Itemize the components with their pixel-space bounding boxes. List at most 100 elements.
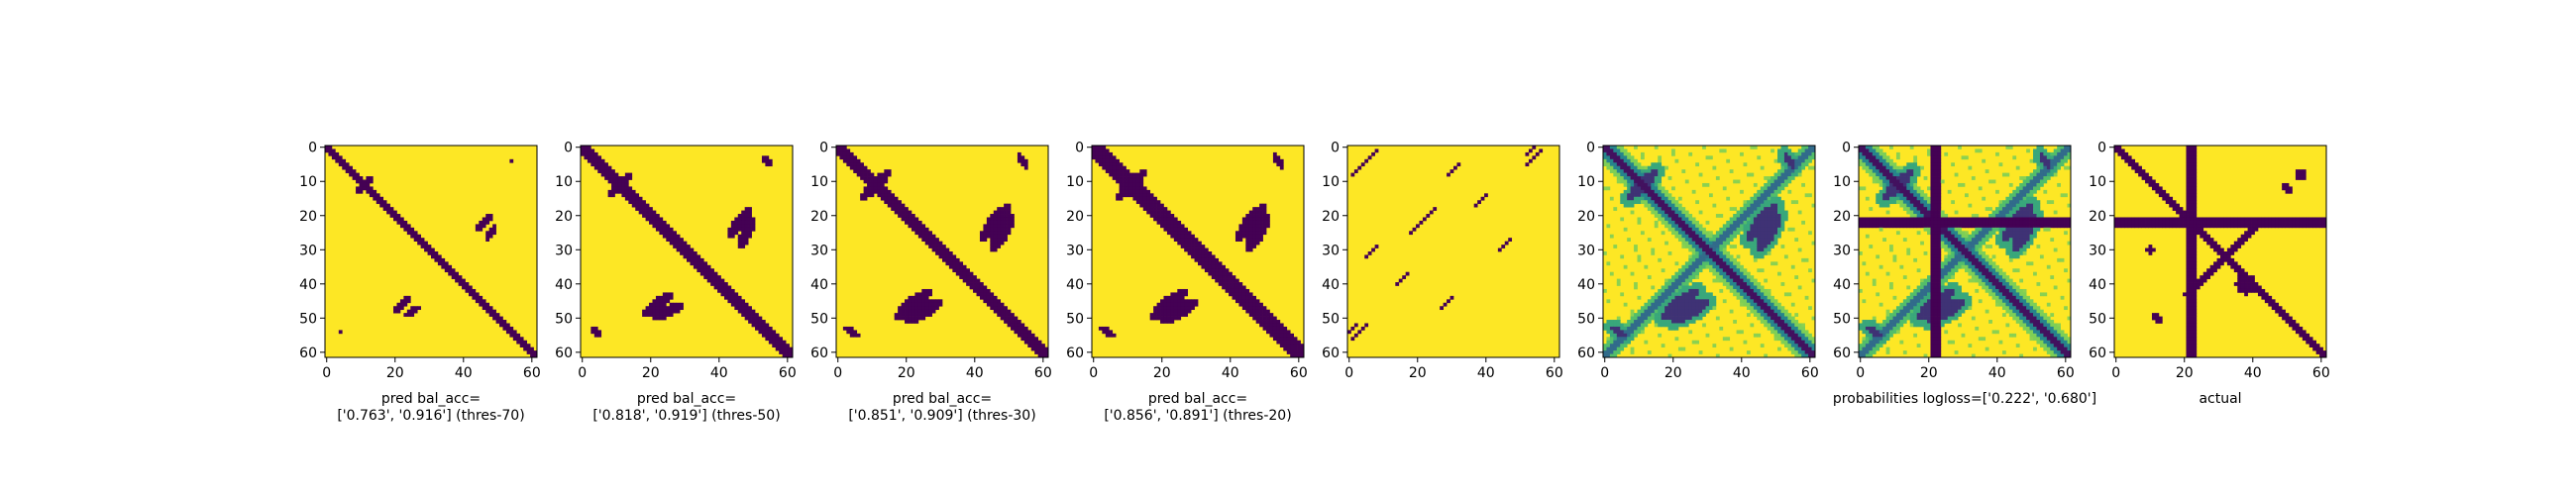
heatmap-cell	[1916, 268, 1921, 273]
heatmap-cell	[1661, 288, 1665, 293]
heatmap-cell	[1878, 176, 1883, 180]
heatmap-cell	[1764, 288, 1769, 293]
heatmap-cell	[492, 227, 496, 232]
heatmap-cell	[1146, 200, 1151, 205]
heatmap-cell	[1777, 313, 1781, 317]
heatmap-cell	[1681, 214, 1686, 218]
x-axis-label: pred bal_acc=	[1148, 391, 1247, 407]
heatmap-cell	[1715, 264, 1720, 269]
heatmap-cell	[1958, 285, 1962, 290]
heatmap-cell	[1811, 340, 1816, 345]
heatmap-cell	[1750, 248, 1755, 252]
heatmap-cell	[666, 306, 671, 311]
heatmap-cell	[1661, 217, 1665, 222]
heatmap-cell	[1647, 200, 1652, 205]
heatmap-cell	[1613, 245, 1618, 248]
heatmap-cell	[1767, 214, 1771, 218]
heatmap-cell	[1238, 285, 1243, 290]
heatmap-cell	[1532, 146, 1537, 149]
heatmap-cell	[1677, 217, 1682, 222]
heatmap-cell	[1930, 238, 1935, 242]
heatmap-cell	[1767, 200, 1771, 205]
heatmap-cell	[1862, 151, 1867, 156]
heatmap-cell	[2039, 158, 2044, 163]
heatmap-cell	[2005, 227, 2010, 232]
heatmap-cell	[1958, 220, 1962, 225]
heatmap-cell	[1644, 306, 1649, 311]
heatmap-cell	[1262, 309, 1267, 314]
y-tick-label: 0	[1586, 141, 1595, 156]
heatmap-cell	[1783, 148, 1788, 153]
heatmap-cell	[867, 193, 871, 198]
heatmap-cell	[1937, 179, 1942, 184]
heatmap-cell	[1664, 323, 1668, 328]
heatmap-cell	[748, 224, 752, 229]
heatmap-cell	[1750, 251, 1755, 255]
heatmap-cell	[1764, 189, 1769, 194]
heatmap-cell	[1783, 313, 1788, 317]
heatmap-cell	[2053, 248, 2058, 252]
heatmap-cell	[2026, 245, 2030, 248]
heatmap-cell	[1702, 257, 1706, 262]
heatmap-cell	[1944, 271, 1949, 276]
heatmap-cell	[1804, 340, 1809, 345]
heatmap-cell	[1677, 214, 1682, 218]
heatmap-cell	[1916, 200, 1921, 205]
heatmap-cell	[720, 285, 725, 290]
heatmap-cell	[1279, 330, 1284, 335]
heatmap-cell	[1640, 323, 1645, 328]
heatmap-cell	[921, 224, 926, 229]
heatmap-cell	[908, 302, 912, 307]
heatmap-cell	[516, 333, 521, 338]
heatmap-cell	[1664, 316, 1668, 321]
heatmap-cell	[687, 245, 691, 248]
heatmap-cell	[1995, 214, 1999, 218]
heatmap-cell	[782, 344, 787, 347]
heatmap-cell	[2053, 158, 2058, 163]
heatmap-cell	[1808, 231, 1812, 236]
heatmap-cell	[2067, 203, 2072, 208]
heatmap-cell	[1201, 248, 1206, 252]
heatmap-cell	[1951, 264, 1955, 269]
heatmap-cell	[1801, 330, 1805, 335]
heatmap-cell	[1671, 186, 1675, 191]
heatmap-cell	[1968, 251, 1973, 255]
heatmap-cell	[1760, 227, 1765, 232]
heatmap-cell	[659, 231, 664, 236]
heatmap-cell	[1681, 220, 1686, 225]
heatmap-cell	[1913, 162, 1918, 167]
heatmap-cell	[1892, 189, 1897, 194]
heatmap-cell	[2050, 220, 2055, 225]
heatmap-cell	[1667, 295, 1672, 300]
heatmap-cell	[727, 288, 732, 293]
heatmap-cell	[1272, 333, 1277, 338]
heatmap-cell	[502, 320, 507, 324]
heatmap-cell	[1609, 340, 1614, 345]
heatmap-cell	[1248, 238, 1253, 242]
heatmap-cell	[1715, 353, 1720, 358]
heatmap-cell	[1623, 340, 1628, 345]
heatmap-cell	[1198, 248, 1202, 252]
heatmap-cell	[1947, 275, 1952, 279]
heatmap-cell	[1780, 217, 1785, 222]
heatmap-cell	[1794, 333, 1799, 338]
heatmap-cell	[1961, 299, 1966, 304]
heatmap-cell	[1965, 155, 1969, 160]
heatmap-cell	[1940, 241, 1945, 246]
heatmap-cell	[1705, 245, 1710, 248]
heatmap-cell	[1187, 302, 1192, 307]
x-tick-label: 40	[1222, 365, 1239, 381]
heatmap-cell	[1658, 165, 1663, 170]
heatmap-cell	[1691, 245, 1696, 248]
heatmap-cell	[1634, 333, 1638, 338]
heatmap-cell	[2008, 227, 2013, 232]
heatmap-cell	[1872, 151, 1877, 156]
heatmap-cell	[1801, 350, 1805, 354]
heatmap-cell	[349, 165, 353, 170]
heatmap-cell	[1020, 162, 1025, 167]
heatmap-cell	[1947, 248, 1952, 252]
heatmap-cell	[1773, 302, 1778, 307]
heatmap-cell	[1603, 350, 1607, 354]
heatmap-cell	[1767, 306, 1771, 311]
heatmap-cell	[526, 350, 531, 354]
